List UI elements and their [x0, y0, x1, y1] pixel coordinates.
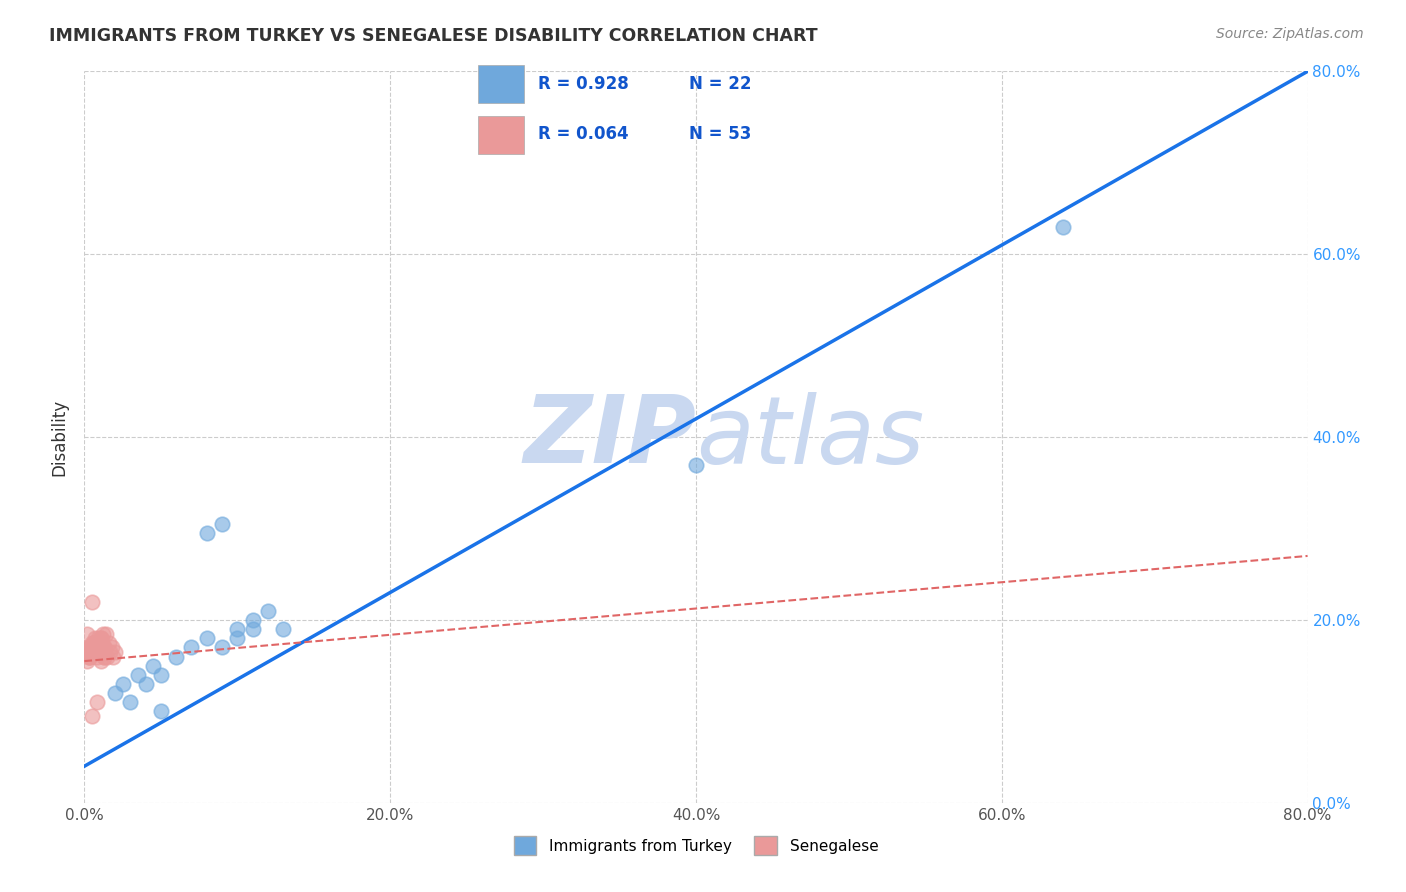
- Text: IMMIGRANTS FROM TURKEY VS SENEGALESE DISABILITY CORRELATION CHART: IMMIGRANTS FROM TURKEY VS SENEGALESE DIS…: [49, 27, 818, 45]
- Point: [135, 677, 157, 691]
- Point: [77, 649, 100, 664]
- Point: [149, 667, 172, 681]
- Point: [1052, 219, 1074, 234]
- Point: [79, 645, 101, 659]
- Point: [226, 622, 249, 636]
- Text: R = 0.064: R = 0.064: [538, 125, 628, 143]
- Point: [83, 636, 105, 650]
- Point: [86, 645, 108, 659]
- Text: atlas: atlas: [696, 392, 924, 483]
- Point: [89, 636, 111, 650]
- Point: [104, 645, 127, 659]
- Point: [271, 622, 294, 636]
- Point: [104, 686, 127, 700]
- Point: [96, 649, 118, 664]
- Point: [89, 640, 111, 655]
- Point: [80, 636, 103, 650]
- Point: [93, 640, 115, 655]
- Point: [80, 640, 103, 655]
- Y-axis label: Disability: Disability: [51, 399, 69, 475]
- Point: [93, 649, 115, 664]
- Point: [76, 645, 98, 659]
- Point: [257, 604, 280, 618]
- Point: [90, 636, 112, 650]
- Text: Source: ZipAtlas.com: Source: ZipAtlas.com: [1216, 27, 1364, 41]
- Point: [90, 632, 112, 646]
- Point: [83, 645, 105, 659]
- Point: [86, 649, 108, 664]
- Point: [103, 649, 125, 664]
- Point: [97, 636, 120, 650]
- FancyBboxPatch shape: [478, 116, 524, 154]
- Point: [93, 649, 115, 664]
- Point: [80, 709, 103, 723]
- Point: [79, 640, 101, 655]
- Point: [180, 640, 202, 655]
- Point: [83, 636, 105, 650]
- Point: [685, 458, 707, 472]
- Point: [86, 636, 108, 650]
- Point: [90, 632, 112, 646]
- Point: [76, 654, 98, 668]
- Point: [86, 636, 108, 650]
- Point: [211, 516, 233, 531]
- Text: R = 0.928: R = 0.928: [538, 75, 628, 93]
- Point: [77, 645, 100, 659]
- Point: [242, 622, 264, 636]
- Point: [120, 695, 142, 709]
- Point: [165, 649, 187, 664]
- Point: [127, 667, 149, 681]
- Point: [86, 695, 108, 709]
- Point: [98, 645, 121, 659]
- Point: [149, 705, 172, 719]
- Point: [111, 677, 134, 691]
- FancyBboxPatch shape: [478, 65, 524, 103]
- Text: ZIP: ZIP: [523, 391, 696, 483]
- Point: [87, 632, 110, 646]
- Point: [84, 636, 107, 650]
- Point: [195, 526, 218, 541]
- Point: [101, 640, 124, 655]
- Point: [93, 640, 115, 655]
- Point: [89, 645, 111, 659]
- Point: [80, 594, 103, 608]
- Point: [94, 626, 117, 640]
- Point: [83, 636, 105, 650]
- Point: [87, 636, 110, 650]
- Point: [195, 632, 218, 646]
- Point: [242, 613, 264, 627]
- Point: [142, 658, 165, 673]
- Text: N = 53: N = 53: [689, 125, 751, 143]
- Point: [226, 632, 249, 646]
- Point: [80, 645, 103, 659]
- Point: [90, 654, 112, 668]
- Text: N = 22: N = 22: [689, 75, 751, 93]
- Point: [91, 626, 114, 640]
- Point: [79, 649, 101, 664]
- Point: [79, 640, 101, 655]
- Point: [77, 649, 100, 664]
- Point: [87, 645, 110, 659]
- Point: [91, 645, 114, 659]
- Legend: Immigrants from Turkey, Senegalese: Immigrants from Turkey, Senegalese: [508, 830, 884, 861]
- Point: [87, 640, 110, 655]
- Point: [77, 640, 100, 655]
- Point: [84, 645, 107, 659]
- Point: [76, 626, 98, 640]
- Point: [211, 640, 233, 655]
- Point: [84, 645, 107, 659]
- Point: [84, 632, 107, 646]
